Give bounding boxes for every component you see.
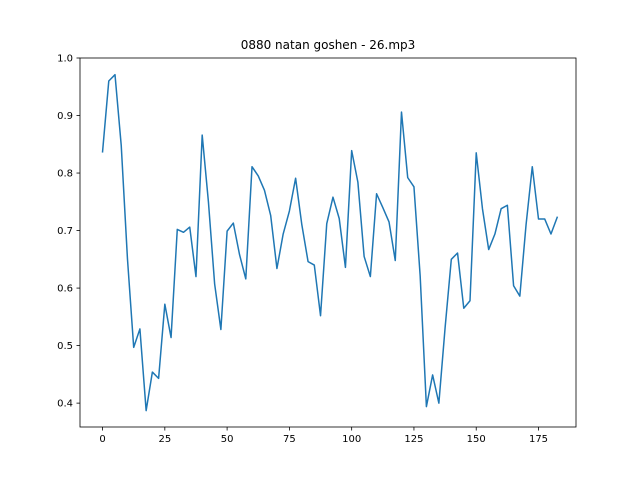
x-tick-label: 175 <box>529 434 548 445</box>
y-tick-label: 1.0 <box>57 54 73 65</box>
plot-area <box>101 73 559 412</box>
y-tick-label: 0.8 <box>57 169 73 180</box>
y-tick-label: 0.5 <box>57 341 73 352</box>
x-tick-label: 25 <box>158 434 171 445</box>
x-tick-label: 0 <box>99 434 105 445</box>
chart-title: 0880 natan goshen - 26.mp3 <box>241 38 416 52</box>
y-tick-label: 0.9 <box>57 111 73 122</box>
x-tick-label: 50 <box>221 434 234 445</box>
x-tick-label: 150 <box>467 434 486 445</box>
y-tick-label: 0.7 <box>57 226 73 237</box>
y-tick-label: 0.6 <box>57 284 73 295</box>
axes: 0 25 50 75 100 125 150 175 0.4 0.5 0.6 0.7 0.8 0.9 1.0 <box>57 54 548 446</box>
x-tick-label: 75 <box>283 434 296 445</box>
x-tick-label: 125 <box>404 434 423 445</box>
x-tick-label: 100 <box>342 434 361 445</box>
y-tick-label: 0.4 <box>57 399 73 410</box>
series-line-0 <box>101 73 559 412</box>
plot-frame <box>79 57 577 428</box>
